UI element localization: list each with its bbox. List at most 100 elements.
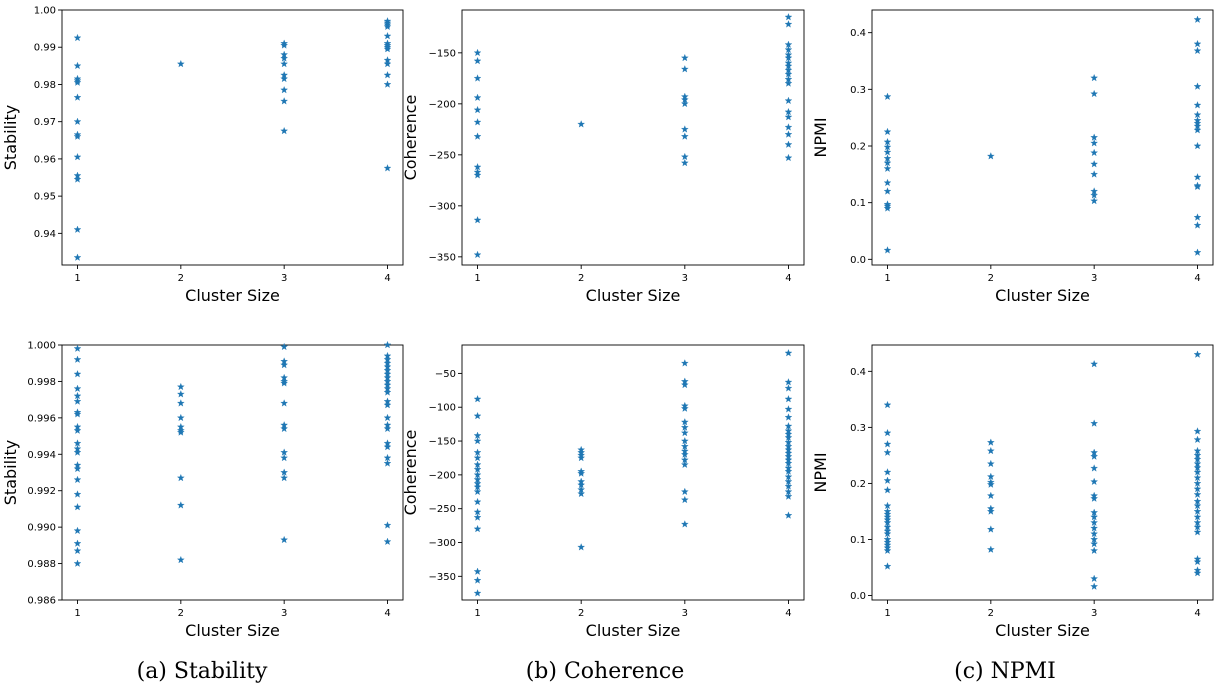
y-tick-label: 0.94	[34, 229, 56, 240]
x-axis-label: Cluster Size	[586, 621, 681, 640]
x-tick-label: 3	[281, 273, 287, 284]
data-point	[883, 546, 892, 554]
y-tick-label: −300	[429, 538, 456, 549]
x-tick-label: 4	[384, 273, 390, 284]
data-point	[680, 428, 689, 437]
data-point	[1193, 479, 1202, 487]
data-point	[280, 86, 288, 94]
data-point	[1090, 452, 1098, 460]
data-point	[1090, 89, 1098, 98]
data-point	[1193, 141, 1202, 150]
data-point	[473, 497, 482, 506]
data-point	[280, 97, 288, 105]
y-tick-label: 0.95	[34, 192, 56, 203]
data-point	[577, 469, 586, 477]
data-point	[784, 395, 793, 403]
y-tick-label: −100	[429, 403, 456, 414]
x-axis-label: Cluster Size	[185, 621, 280, 640]
data-point	[1090, 133, 1098, 141]
data-point	[987, 472, 995, 480]
data-point	[680, 359, 689, 367]
data-point	[1090, 139, 1098, 147]
data-point	[73, 464, 82, 473]
data-point	[280, 54, 288, 62]
y-axis-label: NPMI	[811, 117, 830, 157]
panel-1: 0.94 0.95 0.96 0.97 0.98 0.99 1.00 1 2 3 4 Cluster …	[1, 6, 404, 305]
x-tick-label: 1	[474, 273, 480, 284]
data-point	[1193, 468, 1202, 476]
y-tick-label: 0.2	[850, 142, 866, 153]
y-tick-label: −250	[429, 150, 456, 161]
data-point	[473, 487, 482, 496]
data-point	[680, 65, 689, 73]
data-point	[473, 567, 482, 575]
data-point	[1193, 569, 1202, 577]
data-point	[1090, 191, 1098, 199]
data-point	[1193, 528, 1202, 536]
x-tick-label: 4	[384, 608, 390, 619]
y-tick-label: 0.988	[27, 559, 56, 570]
data-point	[383, 164, 392, 172]
data-point	[883, 158, 892, 167]
data-point	[680, 520, 689, 528]
x-tick-label: 2	[178, 608, 184, 619]
data-point	[473, 105, 482, 114]
y-tick-label: 0.96	[34, 154, 56, 165]
data-point	[1193, 101, 1202, 109]
data-point	[680, 158, 689, 167]
data-point	[680, 132, 689, 140]
data-point	[383, 424, 392, 433]
data-point	[473, 395, 482, 403]
data-point	[680, 152, 689, 161]
y-axis-label: NPMI	[811, 452, 830, 492]
data-point	[680, 495, 689, 504]
x-tick-label: 4	[785, 608, 791, 619]
data-point	[73, 503, 82, 511]
data-point	[473, 524, 482, 533]
data-point	[883, 187, 892, 195]
data-point	[1090, 160, 1098, 168]
data-point	[177, 428, 185, 436]
x-tick-label: 2	[178, 273, 184, 284]
data-point	[883, 164, 892, 172]
data-point	[680, 53, 689, 62]
data-point	[73, 384, 82, 392]
data-point	[784, 378, 793, 386]
data-point	[473, 74, 482, 82]
x-axis-label: Cluster Size	[995, 621, 1090, 640]
data-point	[883, 204, 892, 212]
data-point	[1193, 39, 1202, 48]
data-point	[1193, 427, 1202, 435]
data-point	[73, 344, 82, 352]
x-tick-label: 3	[682, 608, 688, 619]
data-point	[280, 74, 288, 83]
y-tick-label: 0.4	[850, 28, 866, 39]
data-point	[1090, 574, 1098, 582]
data-point	[883, 501, 892, 510]
x-tick-label: 1	[74, 608, 80, 619]
x-tick-label: 4	[1194, 273, 1200, 284]
data-point	[473, 437, 482, 445]
data-point	[1090, 494, 1098, 502]
data-point	[473, 411, 482, 420]
data-point	[784, 140, 793, 148]
data-point	[383, 413, 392, 422]
data-point	[1193, 248, 1202, 256]
data-point	[1090, 196, 1098, 205]
data-point	[473, 48, 482, 57]
y-tick-label: 1.000	[27, 341, 56, 352]
data-point	[883, 92, 892, 100]
data-point	[1193, 485, 1202, 493]
y-tick-label: 0.0	[850, 255, 866, 266]
data-point	[784, 413, 793, 421]
data-point	[280, 473, 288, 482]
data-point	[280, 59, 288, 68]
data-point	[1090, 546, 1098, 554]
data-point	[784, 384, 793, 392]
y-tick-label: −150	[429, 437, 456, 448]
data-point	[383, 459, 392, 467]
y-tick-label: −350	[429, 572, 456, 583]
data-point	[280, 424, 288, 433]
panel-6: 0.0 0.1 0.2 0.3 0.4 1 2 3 4 Cluster Size NPMI	[811, 344, 1214, 640]
axes-frame	[61, 344, 404, 601]
